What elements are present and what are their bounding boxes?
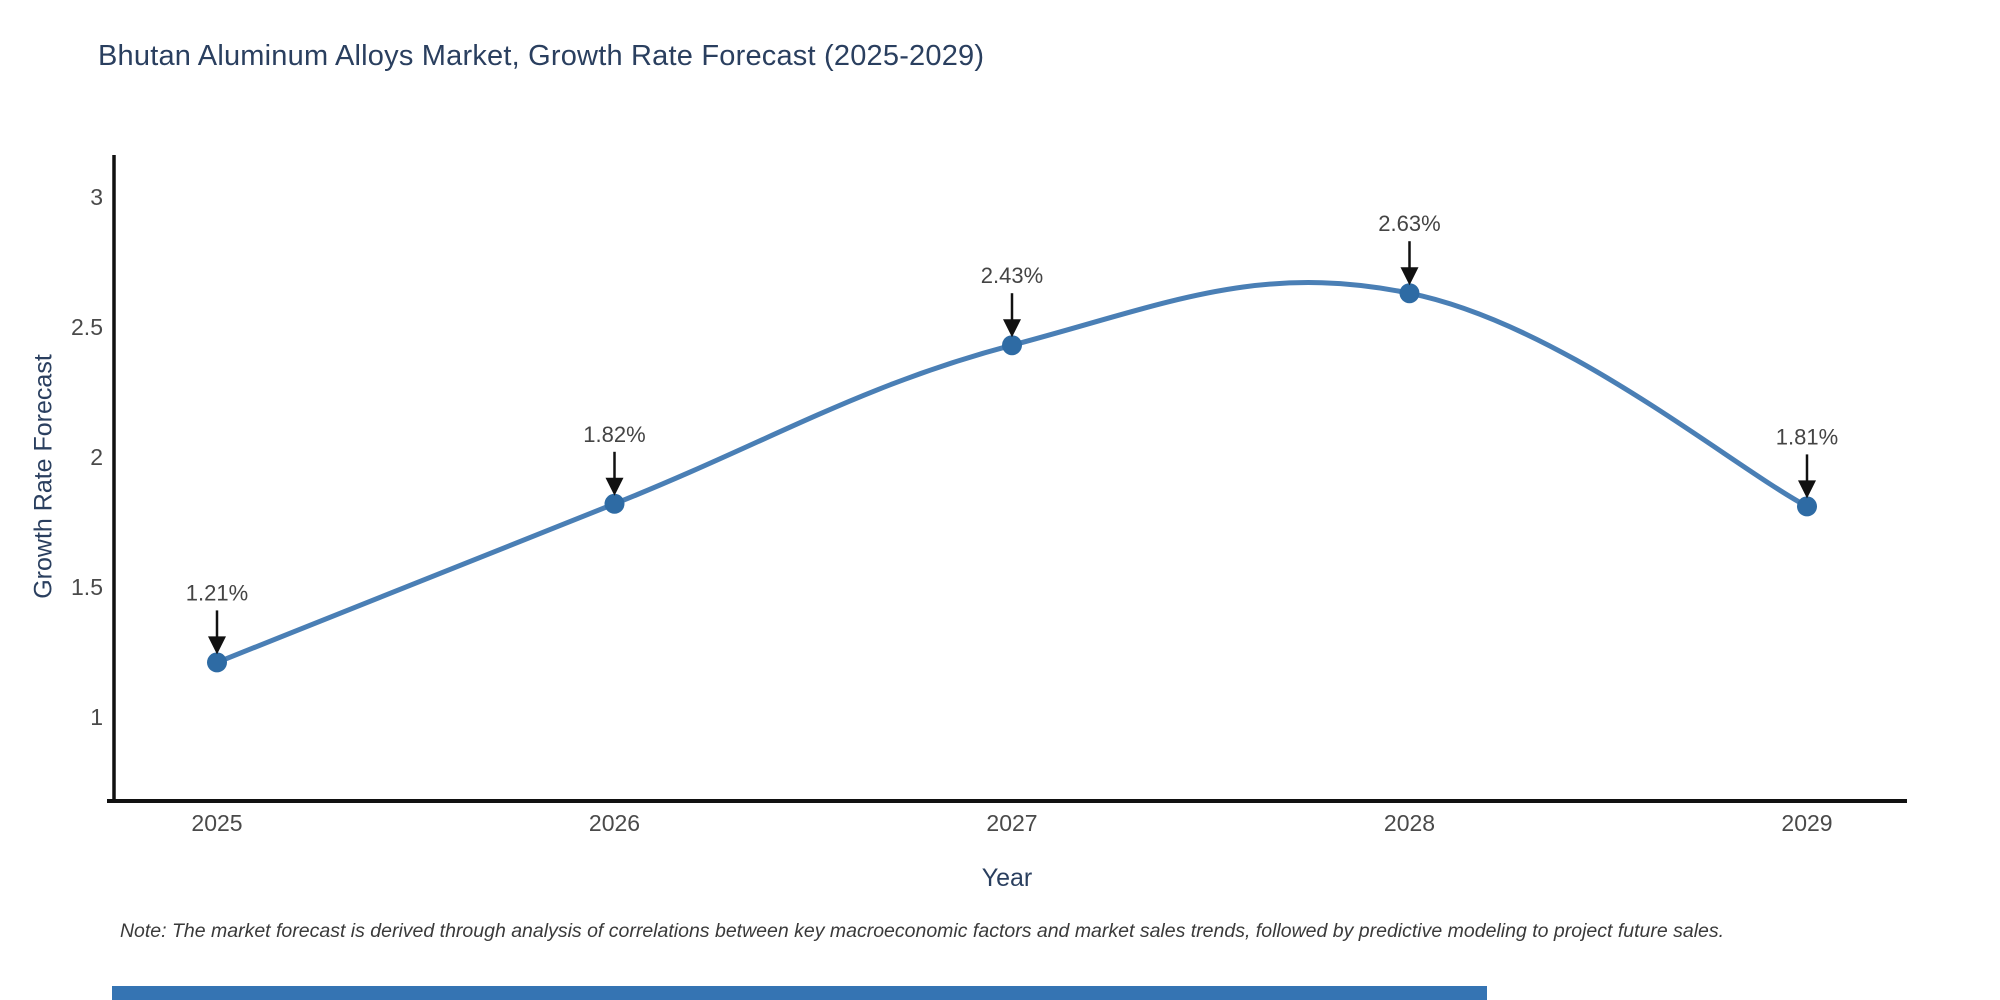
y-tick-label: 2.5 xyxy=(71,314,103,340)
y-tick-label: 1 xyxy=(90,704,103,730)
x-tick-label: 2025 xyxy=(191,810,242,836)
y-tick-label: 1.5 xyxy=(71,574,103,600)
y-tick-label: 2 xyxy=(90,444,103,470)
chart-title: Bhutan Aluminum Alloys Market, Growth Ra… xyxy=(98,40,985,72)
y-tick-label: 3 xyxy=(90,184,103,210)
annotation-arrowhead xyxy=(208,636,226,655)
data-point-label: 1.82% xyxy=(583,422,645,447)
annotation-arrowhead xyxy=(1003,319,1021,338)
data-point-marker xyxy=(604,493,625,514)
data-point-marker xyxy=(1002,335,1022,356)
data-point-marker xyxy=(207,652,227,673)
annotation-arrowhead xyxy=(1798,480,1816,499)
x-tick-label: 2029 xyxy=(1781,810,1832,836)
x-axis-title: Year xyxy=(981,864,1033,892)
annotation-arrowhead xyxy=(1400,267,1419,286)
data-point-marker xyxy=(1797,496,1817,517)
x-tick-label: 2026 xyxy=(589,810,640,836)
annotation-arrowhead xyxy=(605,477,624,496)
footnote: Note: The market forecast is derived thr… xyxy=(119,920,1725,942)
data-point-label: 1.21% xyxy=(186,580,248,605)
data-point-label: 2.63% xyxy=(1378,211,1440,236)
data-point-marker xyxy=(1399,283,1420,304)
x-tick-label: 2027 xyxy=(986,810,1037,836)
y-axis-title: Growth Rate Forecast xyxy=(29,354,58,599)
x-tick-label: 2028 xyxy=(1384,810,1435,836)
data-point-label: 2.43% xyxy=(981,263,1043,288)
data-point-label: 1.81% xyxy=(1776,424,1838,449)
footer-accent-bar xyxy=(112,986,1487,1000)
